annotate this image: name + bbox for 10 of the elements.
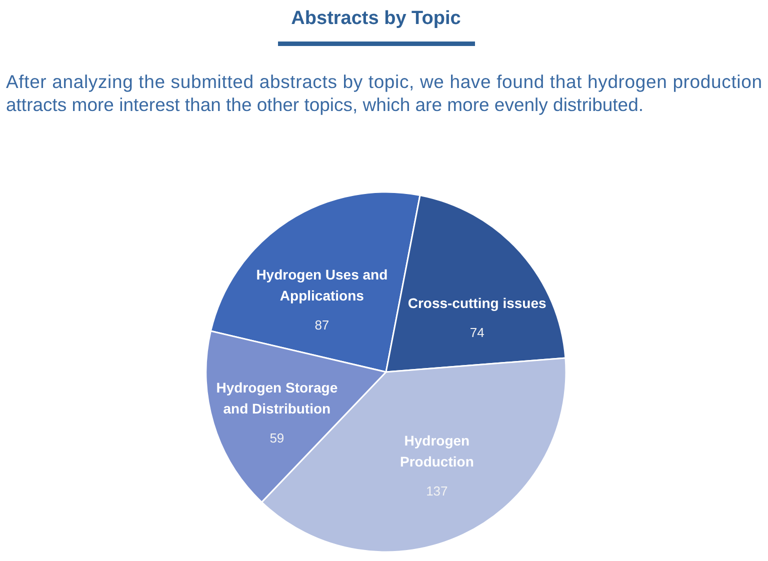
chart-subtitle: After analyzing the submitted abstracts by topic, we have found that hydrogen production attracts more interest than the other topics, which are more evenly distributed. bbox=[6, 71, 762, 115]
data-label: 59 bbox=[270, 430, 284, 446]
slice-label: Hydrogen Storage and Distribution bbox=[216, 380, 338, 417]
chart-title: Abstracts by Topic bbox=[291, 8, 462, 29]
data-label: 137 bbox=[426, 483, 448, 498]
slice-label: Hydrogen Production bbox=[400, 432, 474, 470]
data-label: 74 bbox=[470, 325, 484, 340]
slice-label: Cross-cutting issues bbox=[408, 295, 547, 311]
slice-label: Hydrogen Uses and Applications bbox=[256, 266, 388, 304]
data-label: 87 bbox=[314, 318, 330, 332]
